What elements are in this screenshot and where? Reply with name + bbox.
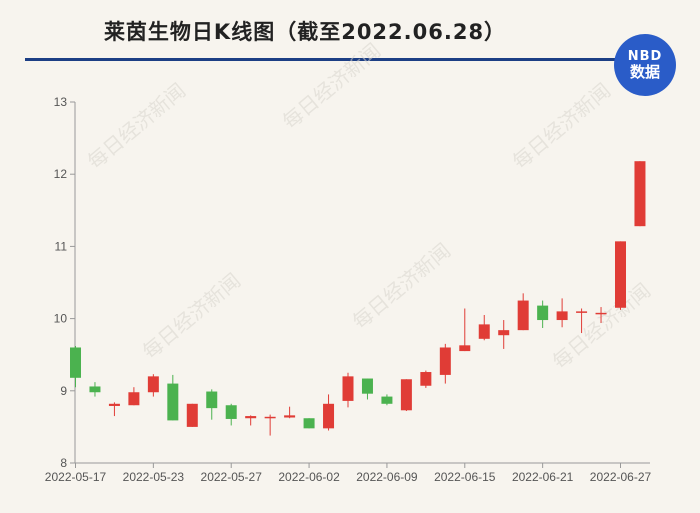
candle xyxy=(381,394,393,406)
candle xyxy=(128,387,140,406)
y-axis: 8 9 10 11 12 13 xyxy=(54,95,76,470)
candle xyxy=(420,370,432,388)
x-tick-label: 2022-06-27 xyxy=(590,470,652,484)
candle-body xyxy=(128,392,140,406)
watermark-text: 每日经济新闻 xyxy=(548,278,655,374)
candle xyxy=(284,406,296,419)
candle-body xyxy=(595,312,607,315)
candle xyxy=(147,374,159,397)
candle-body xyxy=(400,379,412,411)
candle-body xyxy=(556,311,568,321)
candle-body xyxy=(634,161,646,227)
candle xyxy=(634,161,646,227)
candles-layer xyxy=(70,161,646,436)
candle-body xyxy=(517,300,529,331)
y-tick-label: 10 xyxy=(54,312,68,326)
candle xyxy=(206,389,218,420)
y-tick-label: 13 xyxy=(54,95,68,109)
candle xyxy=(576,308,588,334)
logo-text-nbd: NBD xyxy=(627,49,663,64)
y-tick-label: 11 xyxy=(55,239,68,253)
candle-body xyxy=(303,418,315,429)
candle xyxy=(225,403,237,426)
candle xyxy=(167,374,179,421)
candle xyxy=(303,418,315,429)
candle-body xyxy=(167,383,179,421)
candle-body xyxy=(284,415,296,418)
candle-body xyxy=(459,345,471,352)
candle-body xyxy=(361,378,373,394)
nbd-logo: NBD 数据 xyxy=(614,34,676,96)
candle xyxy=(70,346,81,388)
x-tick-label: 2022-06-02 xyxy=(278,470,340,484)
watermark-text: 每日经济新闻 xyxy=(83,78,190,174)
candle-body xyxy=(537,305,549,321)
chart-title: 莱茵生物日K线图（截至2022.06.28） xyxy=(103,20,507,44)
candle xyxy=(264,414,276,436)
watermark-text: 每日经济新闻 xyxy=(138,268,245,364)
candle xyxy=(186,403,198,427)
candle-body xyxy=(89,386,101,393)
candle-body xyxy=(225,405,237,419)
watermark-text: 每日经济新闻 xyxy=(278,38,385,134)
candle xyxy=(478,314,490,341)
candle xyxy=(439,343,451,384)
candle-body xyxy=(576,311,588,313)
candle xyxy=(615,241,626,310)
x-tick-label: 2022-05-27 xyxy=(201,470,263,484)
candle-body xyxy=(70,347,81,378)
candle-body xyxy=(186,403,198,427)
candle-body xyxy=(264,416,276,419)
candle xyxy=(89,382,101,397)
x-tick-label: 2022-06-15 xyxy=(434,470,496,484)
x-axis: 2022-05-17 2022-05-23 2022-05-27 2022-06-02… xyxy=(45,462,652,484)
candle xyxy=(108,402,120,417)
candle-body xyxy=(498,330,510,336)
y-tick-label: 9 xyxy=(60,384,67,398)
candle-body xyxy=(381,396,393,404)
x-tick-label: 2022-05-23 xyxy=(123,470,185,484)
candle xyxy=(400,379,412,412)
logo-text-data: 数据 xyxy=(629,63,660,81)
candle xyxy=(537,300,549,328)
candle xyxy=(245,415,257,426)
candle-body xyxy=(439,347,451,375)
candle-body xyxy=(108,403,120,406)
candle-body xyxy=(147,376,159,393)
candle-body xyxy=(342,376,354,401)
y-tick-label: 12 xyxy=(54,167,68,181)
candle xyxy=(361,378,373,400)
x-tick-label: 2022-06-09 xyxy=(356,470,418,484)
candle-body xyxy=(245,416,257,419)
candle xyxy=(556,298,568,328)
x-tick-label: 2022-05-17 xyxy=(45,470,107,484)
candle-body xyxy=(478,324,490,339)
candle xyxy=(498,320,510,349)
candle xyxy=(459,308,471,352)
candle xyxy=(595,307,607,323)
candle xyxy=(342,372,354,408)
candle-body xyxy=(206,391,218,409)
candle-body xyxy=(615,241,626,308)
watermark-text: 每日经济新闻 xyxy=(348,238,455,334)
candle-body xyxy=(323,403,335,429)
candle-body xyxy=(420,372,432,386)
x-tick-label: 2022-06-21 xyxy=(512,470,574,484)
candle xyxy=(323,394,335,431)
title-underline xyxy=(25,58,617,61)
candle xyxy=(517,293,529,331)
y-tick-label: 8 xyxy=(60,456,67,470)
watermark-text: 每日经济新闻 xyxy=(508,78,615,174)
